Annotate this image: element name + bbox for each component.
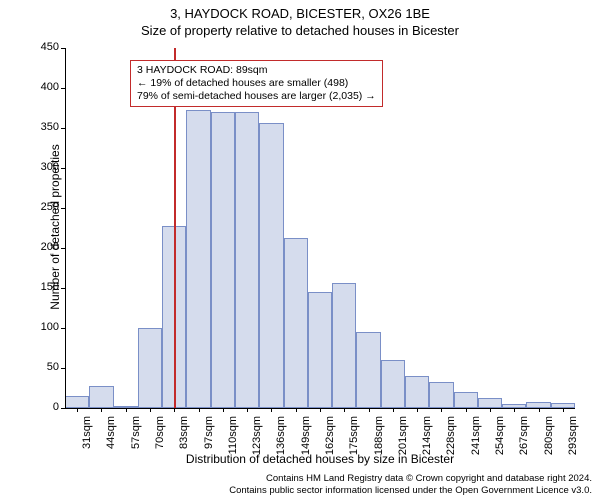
y-axis-line [65,48,66,408]
histogram-bar [235,112,259,408]
histogram-bar [332,283,356,408]
histogram-bar [478,398,502,408]
histogram-bar [356,332,380,408]
y-tick-label: 400 [29,81,59,93]
histogram-bar [211,112,235,408]
y-axis-label: Number of detached properties [48,102,62,352]
x-axis-line [65,408,575,409]
y-tick-label: 450 [29,41,59,53]
histogram-bar [65,396,89,408]
annotation-line2: ← 19% of detached houses are smaller (49… [137,77,376,90]
histogram-bar [308,292,332,408]
footer-line1: Contains HM Land Registry data © Crown c… [229,473,592,484]
x-axis-label: Distribution of detached houses by size … [65,452,575,466]
histogram-bar [429,382,453,408]
footer-attribution: Contains HM Land Registry data © Crown c… [229,473,592,496]
page-title-1: 3, HAYDOCK ROAD, BICESTER, OX26 1BE [0,6,600,21]
footer-line2: Contains public sector information licen… [229,485,592,496]
annotation-line3: 79% of semi-detached houses are larger (… [137,90,376,103]
histogram-bar [138,328,162,408]
histogram-bar [405,376,429,408]
annotation-line1: 3 HAYDOCK ROAD: 89sqm [137,64,376,77]
histogram-bar [454,392,478,408]
y-tick-label: 0 [29,401,59,413]
histogram-bar [89,386,113,408]
page-title-2: Size of property relative to detached ho… [0,23,600,38]
y-tick-label: 50 [29,361,59,373]
histogram-bar [284,238,308,408]
histogram-bar [381,360,405,408]
annotation-box: 3 HAYDOCK ROAD: 89sqm ← 19% of detached … [130,60,383,107]
histogram-bar [259,123,283,408]
histogram-bar [186,110,210,408]
